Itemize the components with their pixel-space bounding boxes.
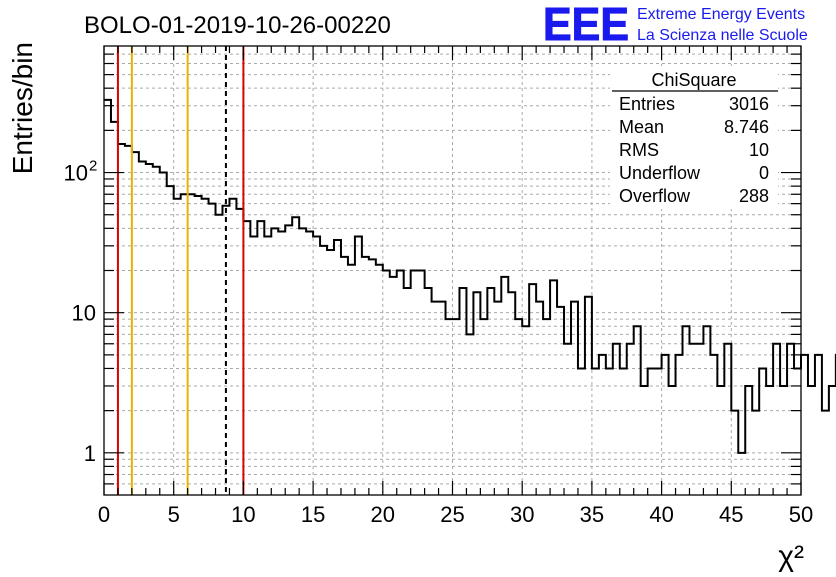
x-tick-label: 50 — [789, 502, 813, 527]
stats-value: 10 — [749, 140, 769, 160]
eee-logo: EEE Extreme Energy Events La Scienza nel… — [543, 0, 808, 51]
x-tick-label: 45 — [719, 502, 743, 527]
stats-box: ChiSquare Entries 3016 Mean 8.746 RMS 10 Under… — [610, 66, 778, 209]
y-tick-exponent: 2 — [89, 158, 97, 175]
logo-line-2: La Scienza nelle Scuole — [637, 27, 808, 44]
x-tick-label: 20 — [371, 502, 395, 527]
x-tick-label: 30 — [510, 502, 534, 527]
stats-label: Mean — [619, 117, 664, 137]
stats-value: 288 — [739, 186, 769, 206]
stats-label: Overflow — [619, 186, 691, 206]
y-tick-label: 10 — [64, 161, 88, 186]
stats-label: Underflow — [619, 163, 701, 183]
chart-title: BOLO-01-2019-10-26-00220 — [84, 12, 391, 39]
y-tick-label: 1 — [84, 441, 96, 466]
stats-value: 8.746 — [724, 117, 769, 137]
x-axis-label: χ² — [778, 540, 804, 572]
x-tick-label: 10 — [231, 502, 255, 527]
threshold-lines — [116, 46, 245, 495]
x-tick-label: 35 — [580, 502, 604, 527]
axis-ticks — [103, 46, 802, 495]
stats-label: RMS — [619, 140, 659, 160]
x-tick-label: 5 — [168, 502, 180, 527]
x-tick-label: 0 — [98, 502, 110, 527]
stats-value: 0 — [759, 163, 769, 183]
x-tick-label: 15 — [301, 502, 325, 527]
logo-eee-text: EEE — [543, 0, 629, 50]
y-axis-label: Entries/bin — [7, 42, 38, 174]
stats-box-title: ChiSquare — [651, 70, 736, 90]
x-tick-label: 40 — [649, 502, 673, 527]
logo-line-1: Extreme Energy Events — [637, 6, 805, 23]
stats-label: Entries — [619, 94, 675, 114]
x-tick-label: 25 — [440, 502, 464, 527]
y-tick-label: 10 — [72, 301, 96, 326]
stats-value: 3016 — [729, 94, 769, 114]
